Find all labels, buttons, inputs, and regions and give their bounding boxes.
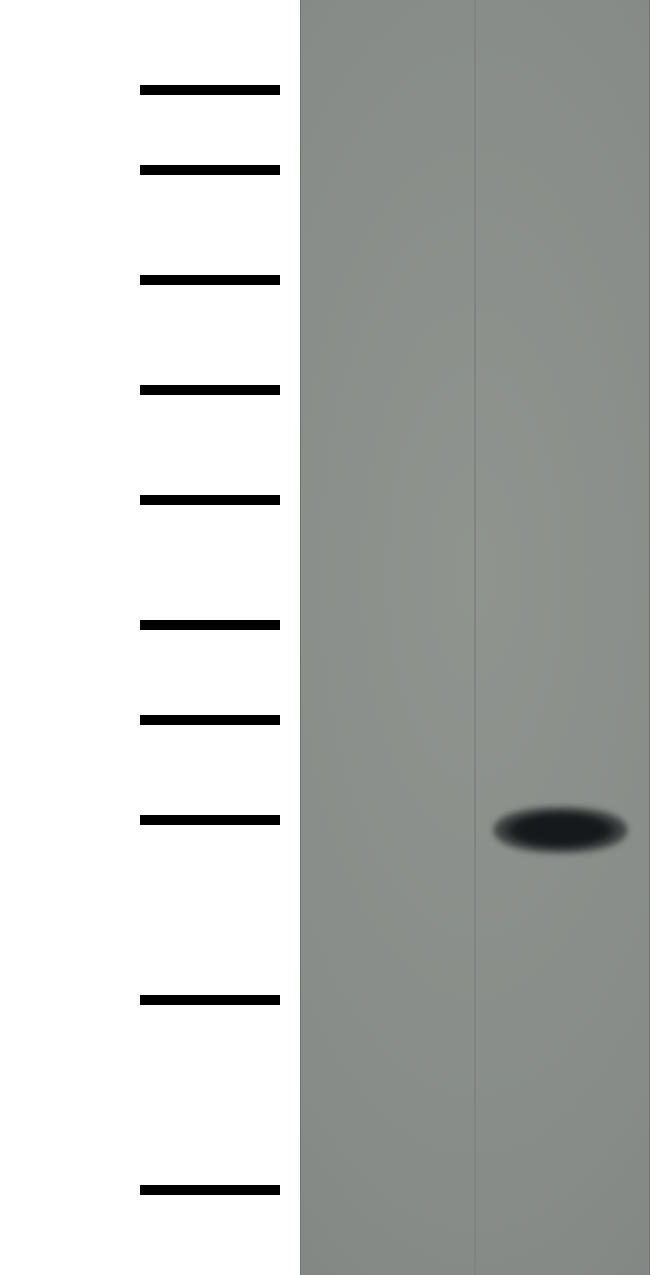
marker-tick <box>140 275 280 285</box>
marker-tick <box>140 1185 280 1195</box>
blot-membrane <box>300 0 650 1275</box>
molecular-weight-ladder: 170 130 100 70 55 40 35 25 15 10 <box>0 0 300 1275</box>
marker-tick <box>140 815 280 825</box>
lane-divider <box>474 0 476 1275</box>
marker-tick <box>140 495 280 505</box>
protein-band <box>493 806 628 854</box>
figure-container: 170 130 100 70 55 40 35 25 15 10 <box>0 0 650 1275</box>
marker-tick <box>140 620 280 630</box>
marker-tick <box>140 715 280 725</box>
marker-tick <box>140 385 280 395</box>
marker-tick <box>140 165 280 175</box>
marker-tick <box>140 85 280 95</box>
marker-tick <box>140 995 280 1005</box>
